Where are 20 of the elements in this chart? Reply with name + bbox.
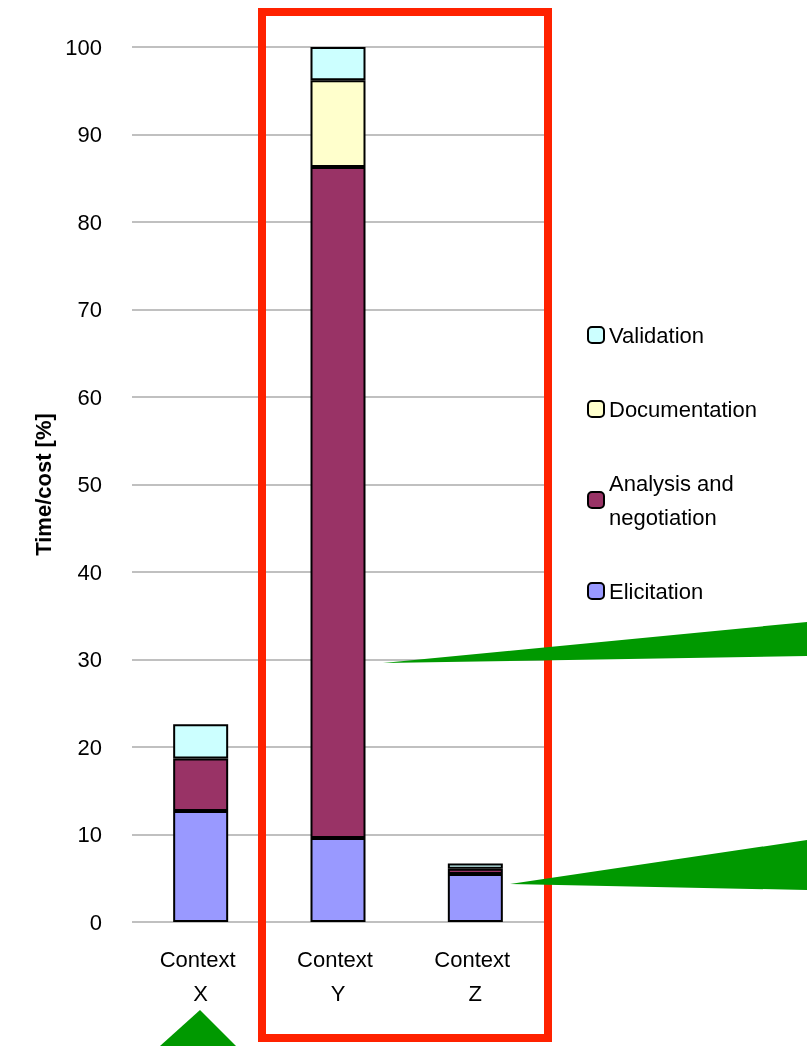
y-axis-title: Time/cost [%]: [30, 413, 56, 556]
legend-label: Elicitation: [609, 578, 704, 604]
x-tick-label: Context Y: [297, 946, 379, 1006]
y-tick-label: 0: [89, 909, 102, 935]
legend-label: Documentation: [609, 396, 757, 422]
y-tick-label: 30: [77, 647, 102, 672]
x-tick-label: Context Z: [434, 946, 517, 1006]
y-tick-label: 70: [77, 297, 102, 322]
legend-label: Validation: [609, 322, 704, 348]
y-tick-label: 20: [77, 734, 102, 760]
bar: [447, 873, 503, 922]
y-tick-label: 100: [65, 34, 102, 60]
x-tick-label: Context X: [159, 946, 242, 1006]
y-tick-label: 60: [77, 384, 102, 410]
y-tick-label: 10: [77, 822, 102, 847]
legend-label: Analysis and negotiation: [609, 470, 740, 530]
y-tick-label: 80: [77, 209, 102, 235]
y-tick-label: 90: [77, 122, 102, 147]
y-tick-label: 40: [77, 559, 102, 585]
y-tick-label: 50: [77, 472, 102, 497]
